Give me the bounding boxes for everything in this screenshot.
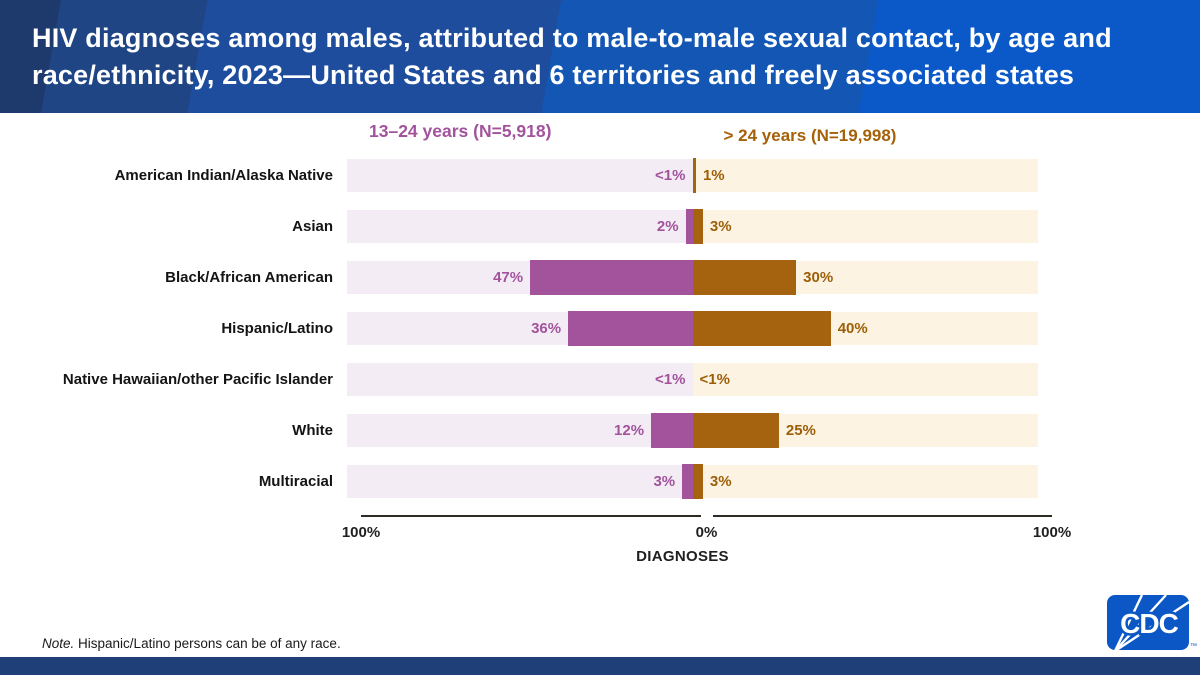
value-label-13-24-years: 12% — [614, 422, 645, 439]
bar-over-24-years — [692, 311, 831, 346]
chart-rows: American Indian/Alaska Native <1% 1% Asian 2… — [30, 158, 1052, 499]
axis-line-right — [712, 515, 1052, 517]
bar-track: <1% <1% — [347, 363, 1038, 396]
value-label-13-24-years: 3% — [653, 473, 676, 490]
track-right-half — [692, 210, 1038, 243]
chart-row: American Indian/Alaska Native <1% 1% — [30, 158, 1052, 193]
category-label: Multiracial — [258, 473, 333, 490]
page-title-line1: HIV diagnoses among males, attributed to… — [32, 23, 1112, 53]
category-label: Black/African American — [165, 269, 333, 286]
track-right-half — [692, 363, 1038, 396]
bar-13-24-years — [530, 260, 693, 295]
footnote-text: Hispanic/Latino persons can be of any ra… — [74, 636, 341, 651]
value-label-over-24-years: 3% — [709, 473, 732, 490]
header-banner: HIV diagnoses among males, attributed to… — [0, 0, 1200, 113]
axis-line-left — [361, 515, 701, 517]
bar-13-24-years — [651, 413, 693, 448]
value-label-over-24-years: 1% — [702, 167, 725, 184]
track-left-half — [347, 210, 693, 243]
track-left-half — [347, 465, 693, 498]
category-label: Hispanic/Latino — [221, 320, 333, 337]
bar-over-24-years — [692, 209, 703, 244]
bar-over-24-years — [692, 464, 703, 499]
diverging-bar-chart: 13–24 years (N=5,918) > 24 years (N=19,9… — [30, 120, 1071, 568]
value-label-over-24-years: 30% — [803, 269, 834, 286]
trademark-symbol: ™ — [1190, 643, 1197, 650]
track-left-half — [347, 159, 693, 192]
cdc-logo-graphic: CDC — [1107, 594, 1190, 652]
track-left-half — [347, 363, 693, 396]
category-label: White — [292, 422, 333, 439]
legend-item-over-24-years: > 24 years (N=19,998) — [723, 126, 897, 145]
bar-13-24-years — [682, 464, 693, 499]
axis-tick-right: 100% — [1032, 524, 1072, 541]
axis-tick-left: 100% — [341, 524, 381, 541]
bar-13-24-years — [568, 311, 693, 346]
page-title-line2: race/ethnicity, 2023—United States and 6… — [32, 60, 1075, 90]
bar-over-24-years — [692, 413, 779, 448]
value-label-over-24-years: 3% — [709, 218, 732, 235]
footnote-label: Note. — [42, 636, 75, 651]
chart-row: Native Hawaiian/other Pacific Islander <1… — [30, 363, 1052, 396]
x-axis-label: DIAGNOSES — [636, 548, 729, 565]
value-label-over-24-years: 25% — [785, 422, 816, 439]
page-title: HIV diagnoses among males, attributed to… — [0, 0, 1200, 94]
chart-row: Asian 2% 3% — [30, 209, 1052, 244]
value-label-13-24-years: 47% — [493, 269, 524, 286]
axis-ticks: 100% 0% 100% — [342, 524, 1071, 548]
bar-track: 12% 25% — [347, 413, 1038, 448]
value-label-13-24-years: 2% — [656, 218, 679, 235]
chart-row: Black/African American 47% 30% — [30, 260, 1052, 295]
bar-track: 2% 3% — [347, 209, 1038, 244]
track-right-half — [692, 465, 1038, 498]
bar-over-24-years — [692, 158, 696, 193]
bar-track: 36% 40% — [347, 311, 1038, 346]
chart-legend: 13–24 years (N=5,918) > 24 years (N=19,9… — [361, 120, 1052, 159]
category-label: American Indian/Alaska Native — [114, 167, 333, 184]
legend-item-13-24-years: 13–24 years (N=5,918) — [369, 121, 552, 141]
cdc-logo: CDC ™ — [1106, 594, 1197, 652]
value-label-13-24-years: <1% — [655, 167, 686, 184]
footnote: Note. Hispanic/Latino persons can be of … — [42, 636, 341, 651]
value-label-13-24-years: 36% — [531, 320, 562, 337]
bar-13-24-years — [685, 209, 693, 244]
bar-track: 3% 3% — [347, 464, 1038, 499]
axis-label-wrap: DIAGNOSES — [361, 548, 1052, 568]
value-label-over-24-years: 40% — [837, 320, 868, 337]
value-label-over-24-years: <1% — [699, 371, 730, 388]
chart-row: White 12% 25% — [30, 413, 1052, 448]
track-left-half — [347, 414, 693, 447]
svg-text:CDC: CDC — [1120, 608, 1178, 639]
chart-row: Multiracial 3% 3% — [30, 464, 1052, 499]
axis-lines — [361, 515, 1052, 518]
bar-over-24-years — [692, 260, 797, 295]
category-label: Native Hawaiian/other Pacific Islander — [62, 371, 333, 388]
bar-track: <1% 1% — [347, 158, 1038, 193]
axis-tick-center: 0% — [695, 524, 718, 541]
chart-row: Hispanic/Latino 36% 40% — [30, 311, 1052, 346]
bar-track: 47% 30% — [347, 260, 1038, 295]
value-label-13-24-years: <1% — [655, 371, 686, 388]
x-axis: 100% 0% 100% DIAGNOSES — [342, 515, 1071, 568]
category-label: Asian — [292, 218, 333, 235]
track-right-half — [692, 159, 1038, 192]
footer-bar — [0, 657, 1200, 675]
